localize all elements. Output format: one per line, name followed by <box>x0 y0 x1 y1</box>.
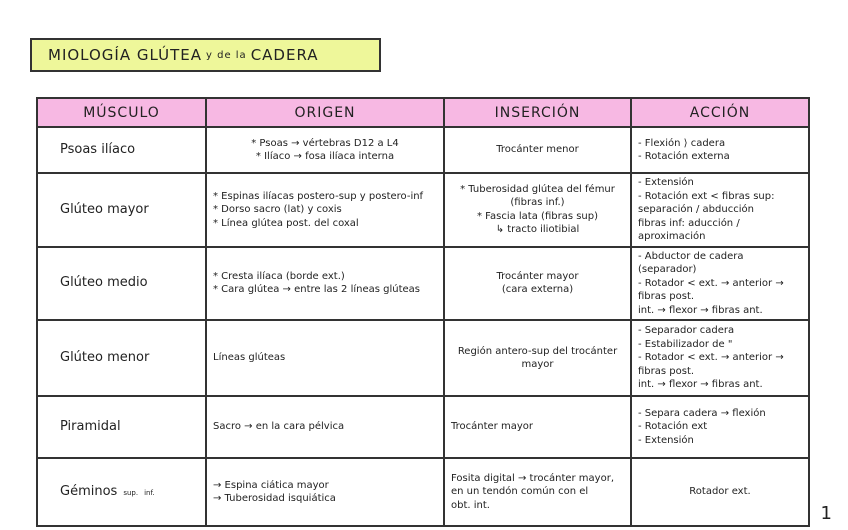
cell-insercion: Trocánter mayor (cara externa) <box>443 245 632 321</box>
table-row: Glúteo menor Líneas glúteas Región antero-… <box>36 319 810 397</box>
header-musculo: MÚSCULO <box>36 97 207 128</box>
cell-insercion: * Tuberosidad glútea del fémur (fibras in… <box>443 172 632 248</box>
origen-line: * Dorso sacro (lat) y coxis <box>213 204 342 215</box>
origen-line: Líneas glúteas <box>213 352 286 364</box>
accion-line: - Extensión <box>638 177 694 188</box>
cell-accion: - Abductor de cadera (separador) - Rotado… <box>630 245 810 321</box>
cell-origen: * Psoas → vértebras D12 a L4 * Ilíaco → f… <box>205 126 445 174</box>
accion-line: - Rotación ext < fibras sup: separación … <box>638 190 775 216</box>
accion-line: - Rotación externa <box>638 151 730 162</box>
accion-line: int. → flexor → fibras ant. <box>638 379 763 391</box>
insercion-line: * Fascia lata (fibras sup) <box>476 210 599 222</box>
header-insercion: INSERCIÓN <box>443 97 632 128</box>
table-row: Piramidal Sacro → en la cara pélvica Trocá… <box>36 395 810 459</box>
title-main: MIOLOGÍA GLÚTEA <box>48 46 202 64</box>
insercion-line: obt. int. <box>451 499 490 511</box>
cell-insercion: Fosita digital → trocánter mayor, en un t… <box>443 457 632 527</box>
document-title: MIOLOGÍA GLÚTEA y de la CADERA <box>30 38 381 72</box>
insercion-line: mayor <box>521 359 554 370</box>
table-row: Glúteo mayor * Espinas ilíacas postero-su… <box>36 172 810 248</box>
muscle-subdivision: sup. <box>123 489 139 498</box>
origen-line: → Espina ciática mayor <box>213 479 329 491</box>
table-row: Géminos sup. inf. → Espina ciática mayor → T… <box>36 457 810 527</box>
insercion-line: Fosita digital → trocánter mayor, <box>451 472 614 484</box>
cell-origen: → Espina ciática mayor → Tuberosidad isqu… <box>205 457 445 527</box>
cell-musculo: Piramidal <box>36 395 207 459</box>
insercion-line: (fibras inf.) <box>510 197 565 209</box>
origen-line: * Cara glútea → entre las 2 líneas glúte… <box>213 284 421 296</box>
insercion-line: Región antero-sup del trocánter <box>457 345 618 357</box>
cell-musculo: Glúteo mayor <box>36 172 207 248</box>
title-rest: CADERA <box>250 46 319 64</box>
accion-line: - Separa cadera → flexión <box>638 407 766 419</box>
header-origen: ORIGEN <box>205 97 445 128</box>
header-row: MÚSCULO ORIGEN INSERCIÓN ACCIÓN <box>36 97 810 128</box>
table-row: Glúteo medio * Cresta ilíaca (borde ext.)… <box>36 245 810 321</box>
cell-insercion: Trocánter mayor <box>443 395 632 459</box>
origen-line: * Cresta ilíaca (borde ext.) <box>213 270 345 282</box>
origen-line: * Ilíaco → fosa ilíaca interna <box>255 151 395 162</box>
cell-origen: * Cresta ilíaca (borde ext.) * Cara glúte… <box>205 245 445 321</box>
cell-accion: - Separa cadera → flexión - Rotación ext -… <box>630 395 810 459</box>
cell-origen: * Espinas ilíacas postero-sup y postero-… <box>205 172 445 248</box>
insercion-line: Trocánter mayor <box>451 421 533 433</box>
cell-insercion: Región antero-sup del trocánter mayor <box>443 319 632 397</box>
accion-line: - Estabilizador de " <box>638 338 733 350</box>
accion-line: Rotador ext. <box>689 486 751 498</box>
cell-insercion: Trocánter menor <box>443 126 632 174</box>
title-connector: y de la <box>206 49 247 61</box>
origen-line: * Espinas ilíacas postero-sup y postero-… <box>213 190 424 202</box>
muscle-name: Glúteo medio <box>60 275 148 291</box>
muscle-subdivision: inf. <box>144 489 155 498</box>
muscle-name: Piramidal <box>60 419 121 435</box>
accion-line: - Separador cadera <box>638 325 735 337</box>
muscle-table: MÚSCULO ORIGEN INSERCIÓN ACCIÓN Psoas il… <box>36 97 810 527</box>
accion-line: - Extensión <box>638 434 694 446</box>
muscle-name: Géminos <box>60 484 118 500</box>
insercion-line: ↳ tracto iliotibial <box>495 224 580 236</box>
muscle-name: Glúteo mayor <box>60 201 149 217</box>
header-accion: ACCIÓN <box>630 97 810 128</box>
accion-line: fibras inf: aducción / aproximación <box>638 217 740 243</box>
insercion-line: * Tuberosidad glútea del fémur <box>460 183 615 195</box>
accion-line: - Rotación ext <box>638 421 708 433</box>
insercion-line: en un tendón común con el <box>451 486 589 498</box>
cell-origen: Líneas glúteas <box>205 319 445 397</box>
cell-musculo: Psoas ilíaco <box>36 126 207 174</box>
table-row: Psoas ilíaco * Psoas → vértebras D12 a L4… <box>36 126 810 174</box>
origen-line: * Línea glútea post. del coxal <box>213 217 359 229</box>
cell-accion: - Flexión ⟩ cadera - Rotación externa <box>630 126 810 174</box>
accion-line: - Abductor de cadera (separador) <box>638 250 744 276</box>
cell-accion: Rotador ext. <box>630 457 810 527</box>
cell-accion: - Separador cadera - Estabilizador de " - … <box>630 319 810 397</box>
origen-line: Sacro → en la cara pélvica <box>213 421 345 433</box>
origen-line: → Tuberosidad isquiática <box>213 493 336 504</box>
muscle-name: Glúteo menor <box>60 350 150 366</box>
cell-musculo: Glúteo menor <box>36 319 207 397</box>
cell-musculo: Géminos sup. inf. <box>36 457 207 527</box>
cell-origen: Sacro → en la cara pélvica <box>205 395 445 459</box>
origen-line: * Psoas → vértebras D12 a L4 <box>251 137 399 149</box>
page-number: 1 <box>820 503 832 524</box>
accion-line: - Flexión ⟩ cadera <box>638 137 726 149</box>
insercion-line: (cara externa) <box>501 284 574 296</box>
insercion-line: Trocánter mayor <box>496 270 579 282</box>
accion-line: - Rotador < ext. → anterior → fibras pos… <box>638 352 784 377</box>
cell-musculo: Glúteo medio <box>36 245 207 321</box>
muscle-name: Psoas ilíaco <box>60 142 136 158</box>
accion-line: - Rotador < ext. → anterior → fibras pos… <box>638 277 784 303</box>
accion-line: int. → flexor → fibras ant. <box>638 304 763 316</box>
insercion-line: Trocánter menor <box>496 144 579 156</box>
cell-accion: - Extensión - Rotación ext < fibras sup: … <box>630 172 810 248</box>
